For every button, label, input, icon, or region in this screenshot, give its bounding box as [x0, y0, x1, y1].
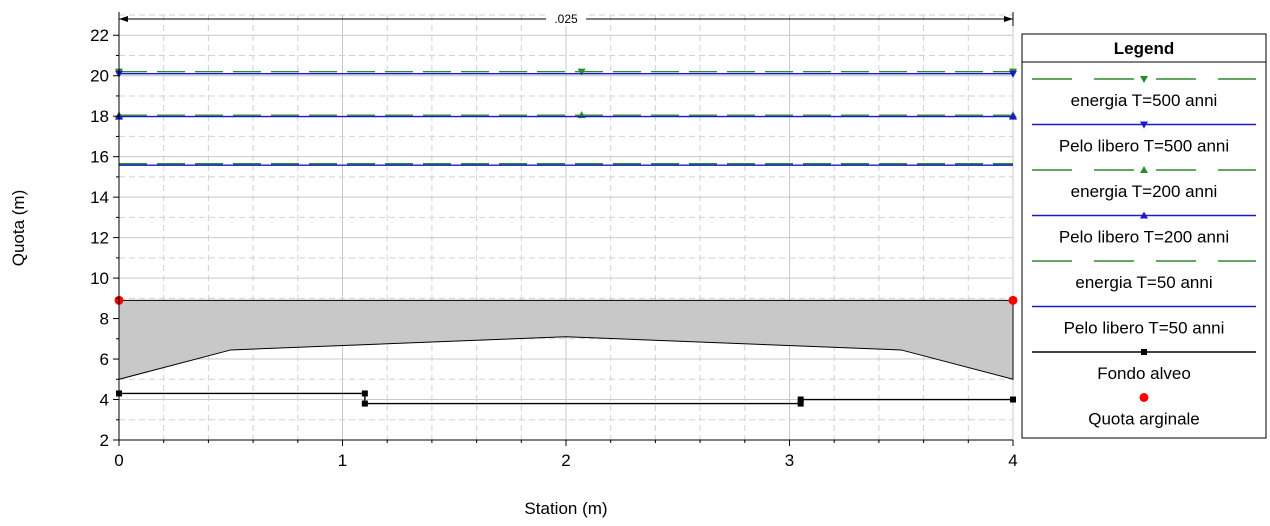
y-tick-label: 20	[90, 67, 109, 86]
series-point	[577, 68, 586, 76]
y-tick-label: 12	[90, 229, 109, 248]
legend-label: Pelo libero T=500 anni	[1059, 137, 1229, 156]
annotation-left-arrow	[119, 16, 128, 22]
series-point	[1010, 396, 1016, 403]
x-axis-label: Station (m)	[524, 499, 607, 518]
y-tick-label: 14	[90, 188, 109, 207]
y-tick-label: 18	[90, 107, 109, 126]
series-line	[119, 392, 1013, 405]
bridge-deck	[118, 299, 1014, 380]
series-point	[1009, 70, 1017, 78]
legend-item-7: Quota arginale	[1088, 393, 1200, 429]
legend-label: energia T=50 anni	[1075, 273, 1212, 292]
legend-label: energia T=200 anni	[1071, 182, 1218, 201]
legend-title: Legend	[1114, 39, 1174, 58]
width-annotation: .025	[118, 11, 1014, 26]
legend-swatch-marker	[1140, 121, 1148, 129]
legend-swatch-marker	[1140, 211, 1148, 219]
series-point	[797, 396, 804, 403]
series-layer	[114, 68, 1018, 407]
legend: Legend energia T=500 anni Pelo libero T=5…	[1021, 33, 1267, 439]
legend-item-6: Fondo alveo	[1032, 349, 1256, 383]
legend-label: Fondo alveo	[1097, 364, 1191, 383]
y-tick-label: 6	[100, 350, 109, 369]
y-tick-label: 2	[100, 431, 109, 450]
legend-item-2: energia T=200 anni	[1032, 166, 1256, 201]
y-tick-label: 10	[90, 269, 109, 288]
legend-swatch-marker	[1140, 166, 1148, 173]
series-point	[1008, 295, 1018, 305]
legend-items: energia T=500 anni Pelo libero T=500 anni…	[1032, 76, 1256, 429]
legend-label: energia T=500 anni	[1071, 91, 1218, 110]
series-point	[361, 400, 368, 407]
x-tick-label: 3	[785, 451, 794, 470]
legend-swatch-marker	[1139, 393, 1149, 402]
legend-item-3: Pelo libero T=200 anni	[1032, 211, 1256, 247]
legend-label: Quota arginale	[1088, 410, 1200, 429]
y-tick-label: 22	[90, 26, 109, 45]
y-tick-label: 8	[100, 310, 109, 329]
y-axis-label: Quota (m)	[9, 190, 28, 267]
annotation-label: .025	[554, 12, 578, 26]
x-tick-label: 1	[338, 451, 347, 470]
legend-item-1: Pelo libero T=500 anni	[1032, 121, 1256, 156]
legend-box	[1021, 33, 1267, 439]
annotation-label-bg	[546, 11, 586, 26]
legend-item-4: energia T=50 anni	[1032, 260, 1256, 292]
legend-item-5: Pelo libero T=50 anni	[1032, 305, 1256, 338]
legend-label: Pelo libero T=50 anni	[1064, 319, 1225, 338]
x-tick-label: 0	[114, 451, 123, 470]
legend-swatch-marker	[1140, 76, 1148, 83]
bridge-deck-shape	[118, 299, 1014, 380]
x-tick-label: 2	[561, 451, 570, 470]
y-tick-label: 4	[100, 391, 109, 410]
annotation-right-arrow	[1004, 16, 1013, 22]
series-point	[1009, 112, 1017, 120]
y-tick-label: 16	[90, 148, 109, 167]
legend-label: Pelo libero T=200 anni	[1059, 228, 1229, 247]
series-point	[361, 390, 368, 397]
series-point	[797, 400, 804, 407]
grid	[118, 14, 1014, 441]
legend-item-0: energia T=500 anni	[1032, 76, 1256, 110]
x-tick-label: 4	[1008, 451, 1017, 470]
legend-swatch-marker	[1141, 349, 1147, 355]
